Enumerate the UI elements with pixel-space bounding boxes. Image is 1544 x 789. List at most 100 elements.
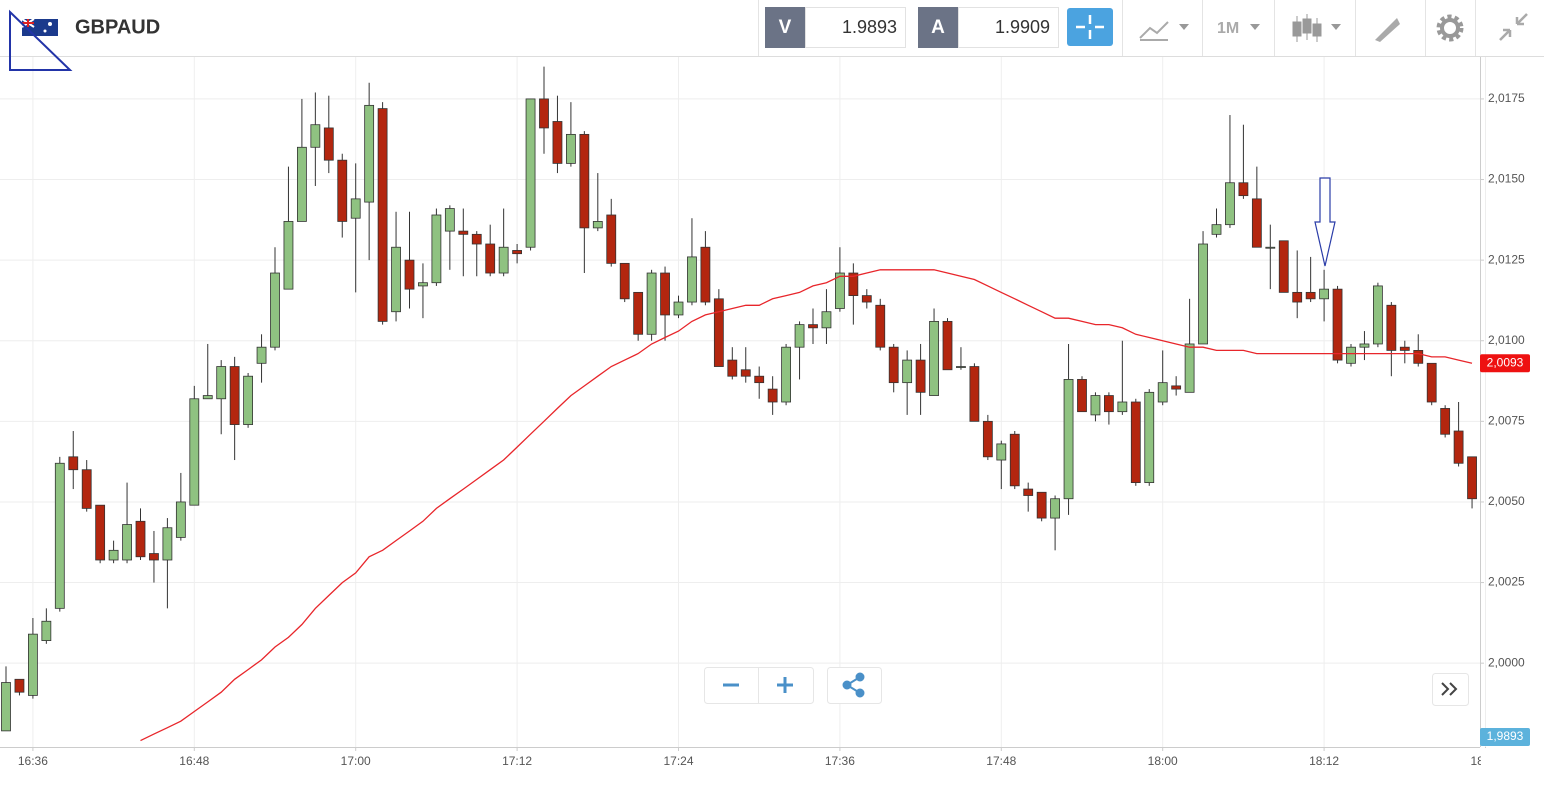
candle-body — [1265, 246, 1276, 249]
candle-body — [498, 246, 509, 274]
flag-icon — [21, 18, 58, 36]
indicator-icon[interactable] — [1139, 21, 1169, 41]
candle-body — [1144, 391, 1155, 484]
candle-body — [767, 388, 778, 403]
y-tick-label: 2,0050 — [1488, 494, 1525, 508]
candle-body — [1278, 240, 1289, 293]
candle-body — [1399, 346, 1410, 351]
candle-body — [835, 272, 845, 309]
candle-body — [323, 127, 334, 161]
candle-body — [404, 259, 415, 290]
candle-body — [848, 272, 859, 296]
y-tick-label: 2,0150 — [1488, 172, 1525, 186]
ask-box[interactable] — [958, 7, 1059, 48]
candle-body — [216, 366, 227, 400]
candle-body — [956, 366, 966, 368]
y-tick-label: 2,0125 — [1488, 252, 1525, 266]
candle-body — [1063, 379, 1074, 500]
share-button[interactable] — [827, 667, 882, 704]
candle-body — [525, 98, 536, 248]
symbol: GBPAUD — [75, 16, 160, 38]
zoom-in[interactable] — [777, 677, 793, 693]
candle-body — [996, 443, 1007, 461]
candle-body — [1346, 346, 1356, 364]
last-price-label: 2,0093 — [1487, 355, 1524, 369]
candle-body — [969, 366, 980, 422]
bid-box[interactable] — [805, 7, 906, 48]
candle-body — [781, 346, 791, 403]
ask-letter-box[interactable] — [918, 7, 958, 48]
candle-body — [391, 246, 401, 313]
candle-body — [915, 359, 926, 393]
candle-body — [1467, 456, 1477, 500]
candle-body — [754, 375, 765, 384]
bid-letter-box[interactable] — [765, 7, 805, 48]
candle-body — [310, 124, 321, 148]
x-tick-label: 17:00 — [341, 754, 371, 768]
candle-body — [673, 301, 684, 316]
candle-body — [1130, 401, 1141, 484]
draw-icon[interactable] — [1374, 18, 1400, 42]
candle-body — [458, 230, 469, 235]
candle-body — [41, 620, 52, 641]
candle-body — [149, 553, 159, 561]
y-tick-label: 2,0100 — [1488, 333, 1525, 347]
dropdown-arrow — [1331, 24, 1341, 30]
last-price-badge — [1480, 354, 1530, 373]
axis-panel — [1481, 748, 1544, 784]
candle-body — [283, 221, 294, 290]
candle-body — [1171, 385, 1182, 390]
candle-body — [1077, 379, 1087, 413]
x-tick-label: 17:36 — [825, 754, 855, 768]
candle-body — [1198, 243, 1208, 345]
y-tick-label: 2,0175 — [1488, 91, 1525, 105]
candle-body — [794, 324, 805, 348]
candle-body — [444, 208, 455, 232]
candle-body — [808, 324, 818, 329]
candle-body — [1050, 498, 1060, 519]
candle-body — [633, 291, 644, 335]
candle-body — [1305, 291, 1316, 300]
separators — [1122, 0, 1476, 56]
candle-body — [660, 272, 670, 316]
collapse-icon[interactable] — [1499, 13, 1528, 41]
crosshair-button[interactable] — [1067, 8, 1113, 46]
candle-body — [1319, 288, 1329, 300]
candle-body — [619, 262, 630, 300]
y-tick-label: 2,0075 — [1488, 414, 1525, 428]
candle-body — [875, 304, 886, 348]
candle-body — [861, 295, 872, 303]
timeframe[interactable]: 1M — [1217, 20, 1239, 37]
arrow-annotation — [1314, 177, 1336, 267]
candle-body — [95, 504, 106, 561]
candle-body — [364, 104, 375, 203]
settings-icon[interactable] — [1436, 14, 1464, 42]
candle-body — [1, 682, 11, 732]
candle-body — [1225, 182, 1235, 226]
candle-body — [68, 456, 79, 471]
candle-body — [888, 346, 899, 384]
y-tick-label: 2,0000 — [1488, 655, 1525, 669]
bid-badge — [1480, 728, 1530, 746]
candle-type-icon[interactable] — [1292, 14, 1322, 42]
candle-body — [592, 221, 603, 229]
candle-body — [1359, 343, 1370, 348]
x-tick-label: 17:24 — [663, 754, 693, 768]
candle-body — [350, 198, 361, 219]
candle-body — [1117, 401, 1128, 413]
candle-body — [1238, 182, 1249, 197]
scroll-right-icon — [1441, 682, 1458, 696]
candle-body — [256, 346, 267, 364]
scroll-right-button[interactable] — [1432, 673, 1469, 706]
y-tick-label: 2,0025 — [1488, 575, 1525, 589]
candle-body — [929, 320, 939, 396]
candle-body — [1440, 408, 1451, 435]
candle-body — [942, 320, 953, 371]
candle-body — [646, 272, 657, 335]
candle-body — [270, 272, 280, 348]
candle-body — [202, 395, 213, 400]
candle-body — [1251, 198, 1262, 248]
plot-area: 2,0000 2,0025 2,0050 2,0075 2,0100 2,0125 2,01… — [0, 57, 1544, 784]
candle-body — [122, 524, 132, 561]
